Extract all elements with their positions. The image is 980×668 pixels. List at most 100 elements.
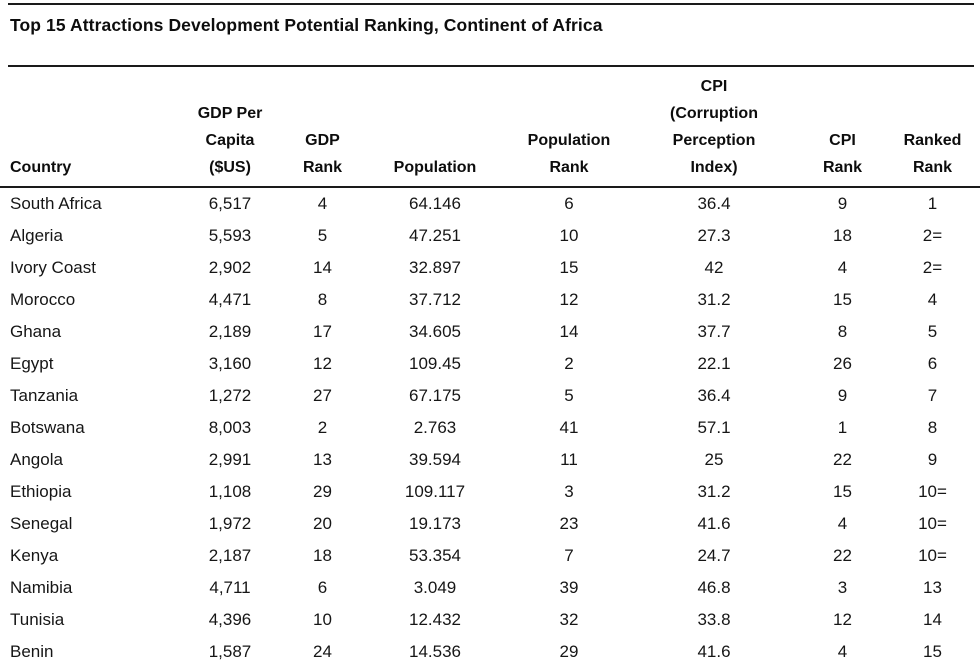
column-header-population-rank: Population Rank (510, 67, 628, 188)
cell-gdp-rank: 24 (313, 642, 332, 661)
column-header-country: Country (0, 67, 175, 188)
top-rule (8, 3, 974, 5)
cell-cpi-rank: 8 (837, 322, 848, 341)
cell-ranked-rank: 2= (922, 226, 943, 245)
cell-gdp-rank: 5 (317, 226, 328, 245)
cell-gdp-rank: 27 (313, 386, 332, 405)
cell-gdp-per-capita: 2,991 (208, 450, 252, 469)
cell-gdp-per-capita: 1,587 (208, 642, 252, 661)
column-header-cpi-rank: CPI Rank (800, 67, 885, 188)
table-row: Benin 1,587 24 14.536 29 41.6 4 15 (0, 636, 980, 668)
cell-population-rank: 5 (564, 386, 574, 405)
cell-population-rank: 15 (559, 258, 579, 277)
cell-country: Angola (10, 450, 63, 469)
table-row: Ivory Coast 2,902 14 32.897 15 42 4 2= (0, 252, 980, 284)
cell-country: Botswana (10, 418, 85, 437)
cell-gdp-per-capita: 3,160 (208, 354, 252, 373)
cell-population-rank: 29 (559, 642, 579, 661)
cell-population-rank: 41 (559, 418, 579, 437)
cell-cpi-rank: 22 (833, 450, 852, 469)
cell-country: Tunisia (10, 610, 65, 629)
cell-ranked-rank: 9 (927, 450, 938, 469)
cell-country: Benin (10, 642, 54, 661)
column-header-ranked-rank: Ranked Rank (885, 67, 980, 188)
table-title: Top 15 Attractions Development Potential… (10, 15, 603, 35)
table-row: Morocco 4,471 8 37.712 12 31.2 15 4 (0, 284, 980, 316)
table-row: Senegal 1,972 20 19.173 23 41.6 4 10= (0, 508, 980, 540)
cell-gdp-rank: 18 (313, 546, 332, 565)
cell-cpi-rank: 15 (833, 482, 852, 501)
cell-ranked-rank: 6 (927, 354, 938, 373)
table-row: Angola 2,991 13 39.594 11 25 22 9 (0, 444, 980, 476)
cell-cpi: 31.2 (697, 290, 731, 309)
ranking-table: Country GDP Per Capita ($US) GDP Rank Popul… (0, 67, 980, 668)
cell-population: 2.763 (413, 418, 457, 437)
cell-cpi-rank: 4 (837, 514, 848, 533)
cell-ranked-rank: 2= (922, 258, 943, 277)
cell-gdp-per-capita: 4,396 (208, 610, 252, 629)
cell-gdp-per-capita: 5,593 (208, 226, 252, 245)
cell-cpi: 24.7 (697, 546, 731, 565)
cell-cpi: 33.8 (697, 610, 731, 629)
table-row: Ethiopia 1,108 29 109.117 3 31.2 15 10= (0, 476, 980, 508)
cell-ranked-rank: 10= (918, 546, 947, 565)
cell-population: 12.432 (409, 610, 461, 629)
cell-population: 47.251 (409, 226, 461, 245)
cell-gdp-per-capita: 1,272 (208, 386, 252, 405)
cell-gdp-rank: 6 (317, 578, 328, 597)
cell-gdp-rank: 29 (313, 482, 332, 501)
cell-population: 3.049 (413, 578, 457, 597)
cell-cpi-rank: 9 (837, 386, 848, 405)
cell-ranked-rank: 10= (918, 514, 947, 533)
cell-population-rank: 11 (560, 450, 578, 469)
cell-cpi: 41.6 (697, 514, 731, 533)
cell-gdp-per-capita: 2,902 (208, 258, 252, 277)
column-header-gdp-per-capita: GDP Per Capita ($US) (175, 67, 285, 188)
cell-population: 109.117 (404, 482, 466, 501)
cell-country: Tanzania (10, 386, 79, 405)
cell-ranked-rank: 1 (927, 194, 938, 213)
cell-gdp-rank: 12 (313, 354, 332, 373)
cell-cpi: 27.3 (697, 226, 731, 245)
cell-cpi: 46.8 (697, 578, 731, 597)
cell-country: Ethiopia (10, 482, 72, 501)
cell-population-rank: 23 (559, 514, 579, 533)
cell-cpi-rank: 1 (837, 418, 848, 437)
table-row: Tanzania 1,272 27 67.175 5 36.4 9 7 (0, 380, 980, 412)
cell-country: Senegal (10, 514, 73, 533)
cell-population: 67.175 (409, 386, 461, 405)
cell-gdp-per-capita: 6,517 (208, 194, 252, 213)
table-row: South Africa 6,517 4 64.146 6 36.4 9 1 (0, 187, 980, 220)
table-row: Egypt 3,160 12 109.45 2 22.1 26 6 (0, 348, 980, 380)
cell-population-rank: 10 (559, 226, 579, 245)
cell-cpi-rank: 9 (837, 194, 848, 213)
cell-cpi-rank: 4 (837, 258, 848, 277)
cell-cpi-rank: 15 (833, 290, 852, 309)
cell-ranked-rank: 4 (927, 290, 938, 309)
cell-ranked-rank: 8 (927, 418, 938, 437)
cell-population-rank: 7 (564, 546, 574, 565)
cell-cpi: 57.1 (697, 418, 731, 437)
cell-population-rank: 12 (559, 290, 579, 309)
cell-cpi-rank: 3 (837, 578, 848, 597)
cell-population-rank: 39 (559, 578, 579, 597)
cell-gdp-per-capita: 2,189 (208, 322, 252, 341)
cell-cpi-rank: 12 (833, 610, 852, 629)
cell-cpi: 22.1 (697, 354, 731, 373)
cell-cpi: 31.2 (697, 482, 731, 501)
cell-ranked-rank: 5 (927, 322, 938, 341)
cell-country: Namibia (10, 578, 73, 597)
table-row: Ghana 2,189 17 34.605 14 37.7 8 5 (0, 316, 980, 348)
cell-population-rank: 14 (559, 322, 579, 341)
cell-gdp-rank: 14 (313, 258, 332, 277)
cell-cpi: 36.4 (697, 194, 731, 213)
cell-country: Morocco (10, 290, 76, 309)
cell-cpi: 37.7 (697, 322, 731, 341)
cell-gdp-rank: 17 (313, 322, 332, 341)
cell-country: Algeria (10, 226, 63, 245)
cell-cpi: 42 (704, 258, 724, 277)
column-header-gdp-rank: GDP Rank (285, 67, 360, 188)
cell-population-rank: 2 (564, 354, 574, 373)
table-row: Botswana 8,003 2 2.763 41 57.1 1 8 (0, 412, 980, 444)
